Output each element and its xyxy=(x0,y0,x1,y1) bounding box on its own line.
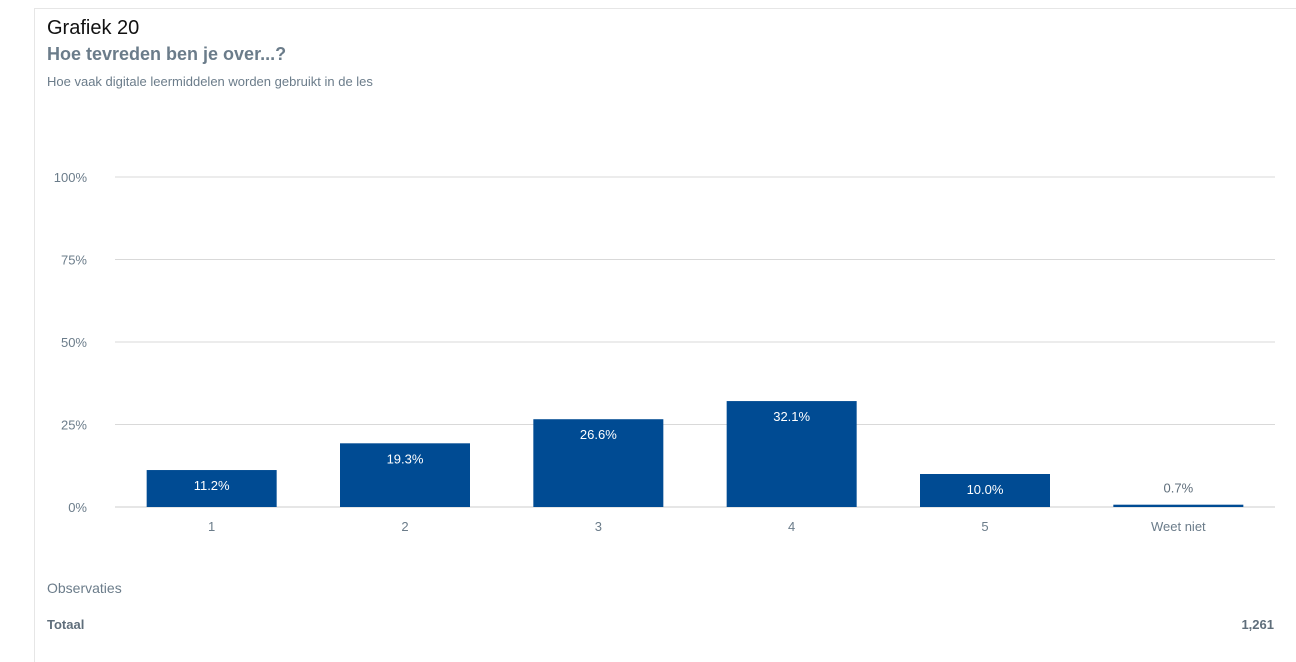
total-value: 1,261 xyxy=(1241,617,1274,632)
data-label: 11.2% xyxy=(194,478,230,493)
observations-heading: Observaties xyxy=(47,580,122,596)
data-label: 0.7% xyxy=(1164,481,1194,496)
bar xyxy=(340,443,470,507)
y-tick-label: 0% xyxy=(68,500,87,515)
x-tick-label: 4 xyxy=(788,519,795,534)
bar xyxy=(920,474,1050,507)
x-tick-label: Weet niet xyxy=(1151,519,1206,534)
x-tick-label: 3 xyxy=(595,519,602,534)
y-tick-label: 100% xyxy=(54,170,88,185)
x-tick-label: 5 xyxy=(981,519,988,534)
chart-subtitle: Hoe tevreden ben je over...? xyxy=(47,44,287,64)
x-tick-label: 2 xyxy=(401,519,408,534)
chart-card xyxy=(34,8,1296,662)
bar-chart: 0% 25% 50% 75% 100% 11.2% 1 19.3% 2 26.6% 3 32.1% 4 1… xyxy=(54,170,1275,534)
y-tick-label: 50% xyxy=(61,335,87,350)
x-tick-label: 1 xyxy=(208,519,215,534)
data-label: 26.6% xyxy=(580,427,617,442)
chart-description: Hoe vaak digitale leermiddelen worden ge… xyxy=(47,74,373,89)
data-label: 19.3% xyxy=(387,451,424,466)
total-label: Totaal xyxy=(47,617,85,632)
data-label: 32.1% xyxy=(773,409,810,424)
bar xyxy=(533,419,664,507)
y-tick-label: 25% xyxy=(61,418,87,433)
y-tick-label: 75% xyxy=(61,253,87,268)
bar xyxy=(146,470,277,507)
bar xyxy=(726,401,857,507)
data-label: 10.0% xyxy=(967,482,1004,497)
bar xyxy=(1113,504,1244,507)
chart-title: Grafiek 20 xyxy=(47,17,140,39)
